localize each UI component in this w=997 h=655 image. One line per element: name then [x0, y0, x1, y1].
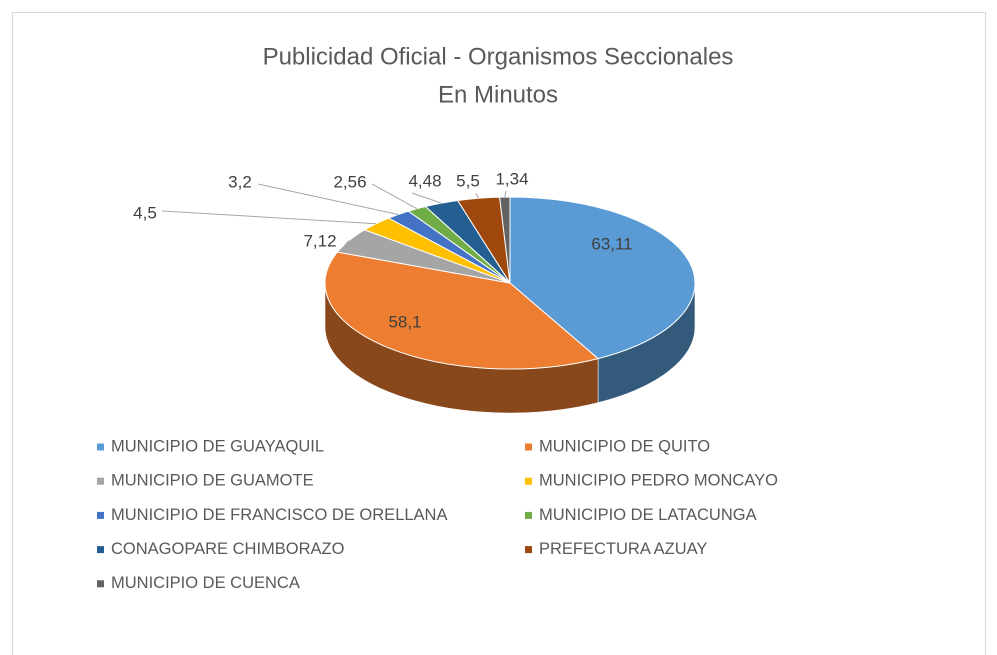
legend-swatch: [97, 546, 104, 554]
legend-label: MUNICIPIO DE CUENCA: [111, 574, 300, 592]
legend-label: MUNICIPIO DE GUAYAQUIL: [111, 437, 324, 455]
data-label: 63,11: [591, 234, 632, 253]
legend-label: MUNICIPIO PEDRO MONCAYO: [539, 472, 778, 490]
data-label: 3,2: [228, 172, 252, 191]
legend-swatch: [97, 477, 104, 485]
leader-line: [371, 183, 418, 210]
data-label: 1,34: [495, 169, 528, 188]
legend-swatch: [97, 443, 104, 451]
chart-title: Publicidad Oficial - Organismos Secciona…: [263, 43, 734, 70]
legend-label: MUNICIPIO DE LATACUNGA: [539, 506, 757, 524]
data-label: 5,5: [456, 171, 480, 190]
leader-line: [161, 210, 377, 225]
legend-label: MUNICIPIO DE GUAMOTE: [111, 472, 314, 490]
leader-line: [475, 192, 479, 199]
legend-label: MUNICIPIO DE QUITO: [539, 437, 710, 455]
legend-swatch: [525, 443, 532, 451]
data-label: 4,5: [133, 203, 157, 222]
data-label: 7,12: [303, 231, 336, 250]
legend-label: PREFECTURA AZUAY: [539, 540, 707, 558]
legend-label: CONAGOPARE CHIMBORAZO: [111, 540, 345, 558]
leader-line: [411, 192, 442, 204]
legend-swatch: [525, 511, 532, 519]
legend-swatch: [525, 546, 532, 554]
legend-swatch: [97, 511, 104, 519]
data-label: 4,48: [408, 171, 441, 190]
data-label: 58,1: [388, 312, 421, 331]
legend-swatch: [97, 580, 104, 588]
chart-subtitle: En Minutos: [438, 81, 558, 108]
leader-line: [257, 183, 399, 215]
slice: [324, 251, 600, 370]
data-label: 2,56: [333, 172, 366, 191]
slice: [509, 196, 696, 360]
legend-swatch: [525, 477, 532, 485]
leader-line: [504, 190, 507, 198]
slice: [499, 196, 511, 284]
leader-line: [344, 240, 350, 246]
slice-side: [598, 283, 695, 403]
slice-side: [325, 283, 599, 413]
legend-label: MUNICIPIO DE FRANCISCO DE ORELLANA: [111, 506, 447, 524]
